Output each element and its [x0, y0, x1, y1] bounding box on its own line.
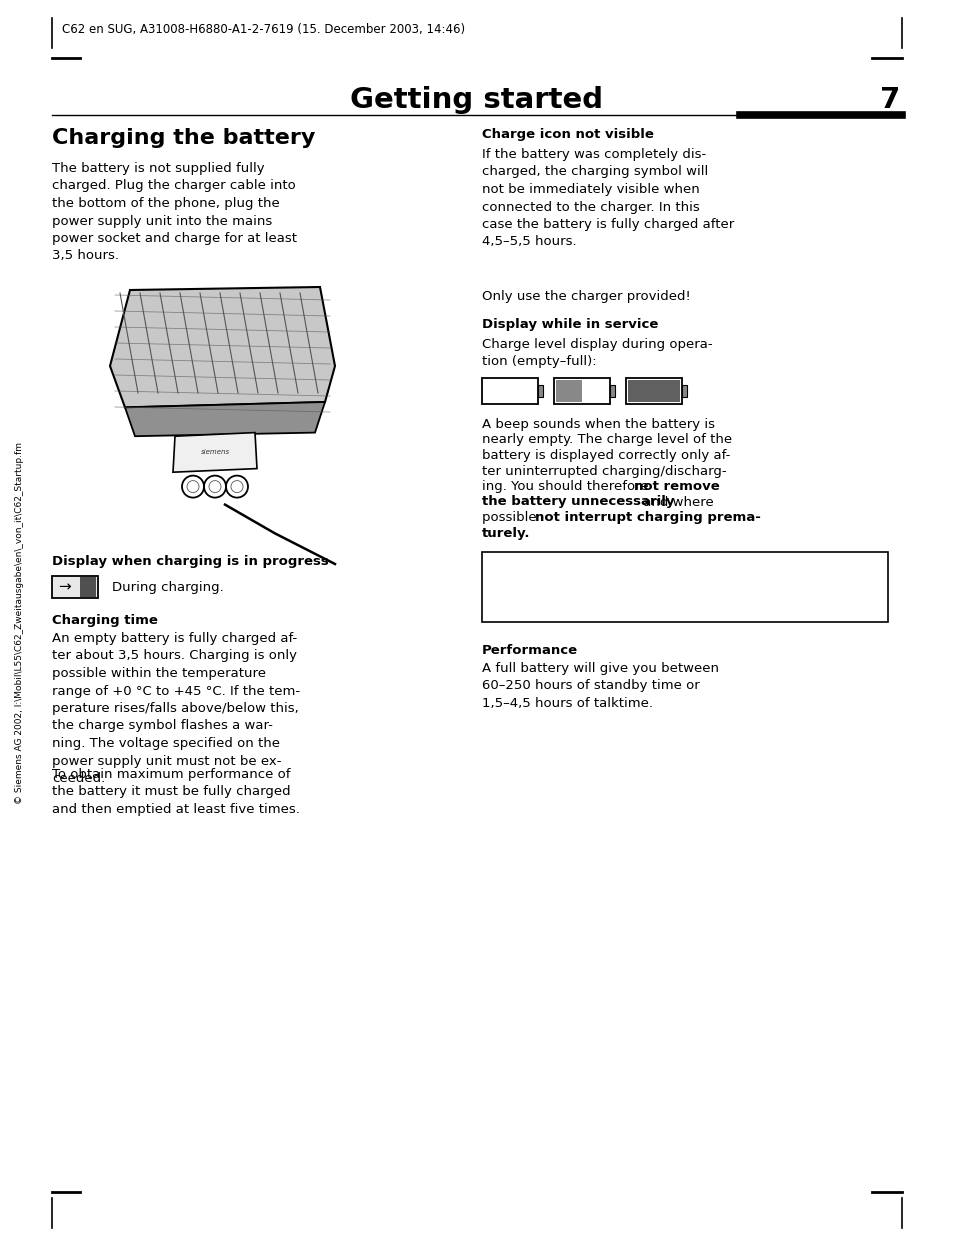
Text: To obtain maximum performance of
the battery it must be fully charged
and then e: To obtain maximum performance of the bat… [52, 768, 299, 816]
Text: Performance: Performance [481, 644, 578, 657]
Text: Charging time: Charging time [52, 614, 157, 627]
Text: © Siemens AG 2002, I:\Mobil\L55\C62_Zweitausgabe\en\_von_it\C62_Startup.fm: © Siemens AG 2002, I:\Mobil\L55\C62_Zwei… [15, 442, 25, 804]
FancyBboxPatch shape [627, 380, 679, 402]
FancyBboxPatch shape [554, 378, 609, 404]
FancyBboxPatch shape [537, 385, 542, 396]
Text: Charge icon not visible: Charge icon not visible [481, 128, 653, 141]
Text: Charge level display during opera-
tion (empty–full):: Charge level display during opera- tion … [481, 338, 712, 369]
Polygon shape [172, 432, 256, 472]
Text: The charger will become hot after extended
use. This is normal and not dangerous: The charger will become hot after extend… [492, 578, 760, 608]
Polygon shape [125, 402, 325, 436]
FancyBboxPatch shape [481, 552, 887, 622]
Text: During charging.: During charging. [112, 581, 224, 593]
Text: A full battery will give you between
60–250 hours of standby time or
1,5–4,5 hou: A full battery will give you between 60–… [481, 662, 719, 710]
Text: Display when charging is in progress: Display when charging is in progress [52, 554, 329, 568]
Text: The battery is not supplied fully
charged. Plug the charger cable into
the botto: The battery is not supplied fully charge… [52, 162, 296, 263]
Text: ing. You should therefore: ing. You should therefore [481, 480, 652, 493]
Text: ter uninterrupted charging/discharg-: ter uninterrupted charging/discharg- [481, 465, 726, 477]
Text: Charging the battery: Charging the battery [52, 128, 315, 148]
Text: Note: Note [492, 559, 527, 573]
Text: If the battery was completely dis-
charged, the charging symbol will
not be imme: If the battery was completely dis- charg… [481, 148, 734, 248]
Text: nearly empty. The charge level of the: nearly empty. The charge level of the [481, 434, 731, 446]
FancyBboxPatch shape [80, 577, 96, 597]
Text: the battery unnecessarily: the battery unnecessarily [481, 496, 674, 508]
Text: A beep sounds when the battery is: A beep sounds when the battery is [481, 417, 714, 431]
FancyBboxPatch shape [625, 378, 681, 404]
Text: →: → [58, 579, 71, 594]
Text: not interrupt charging prema-: not interrupt charging prema- [534, 511, 760, 525]
Text: 7: 7 [879, 86, 899, 113]
Text: possible: possible [481, 511, 540, 525]
Text: Getting started: Getting started [350, 86, 603, 113]
Text: Only use the charger provided!: Only use the charger provided! [481, 290, 690, 303]
FancyBboxPatch shape [681, 385, 686, 396]
Text: not remove: not remove [634, 480, 720, 493]
Text: Display while in service: Display while in service [481, 318, 658, 331]
Text: turely.: turely. [481, 527, 530, 540]
FancyBboxPatch shape [609, 385, 615, 396]
Polygon shape [110, 287, 335, 407]
Text: battery is displayed correctly only af-: battery is displayed correctly only af- [481, 449, 730, 462]
Text: C62 en SUG, A31008-H6880-A1-2-7619 (15. December 2003, 14:46): C62 en SUG, A31008-H6880-A1-2-7619 (15. … [62, 24, 465, 36]
Text: siemens: siemens [200, 450, 230, 455]
Text: and where: and where [639, 496, 714, 508]
FancyBboxPatch shape [556, 380, 581, 402]
FancyBboxPatch shape [52, 576, 98, 598]
Text: An empty battery is fully charged af-
ter about 3,5 hours. Charging is only
poss: An empty battery is fully charged af- te… [52, 632, 300, 785]
FancyBboxPatch shape [481, 378, 537, 404]
